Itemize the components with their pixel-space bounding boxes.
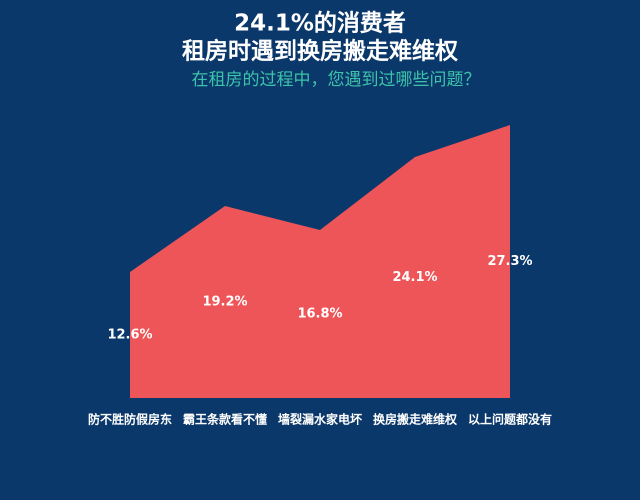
- x-tick-label: 防不胜防假房东: [88, 412, 172, 427]
- data-label: 24.1%: [392, 270, 437, 285]
- x-tick-label: 换房搬走难维权: [373, 412, 458, 427]
- data-label: 16.8%: [297, 307, 342, 322]
- x-tick-label: 以上问题都没有: [468, 412, 552, 427]
- x-tick-label: 霸王条款看不懂: [183, 412, 267, 427]
- area: [130, 125, 510, 398]
- chart-title: 24.1%的消费者: [234, 10, 406, 37]
- x-tick-label: 墙裂漏水家电坏: [278, 412, 362, 427]
- data-label: 19.2%: [202, 295, 247, 310]
- data-label: 27.3%: [487, 254, 532, 269]
- data-label: 12.6%: [107, 328, 152, 343]
- chart-title-line: 租房时遇到换房搬走难维权: [182, 38, 458, 65]
- chart-subtitle: 在租房的过程中，您遇到过哪些问题？: [192, 70, 481, 90]
